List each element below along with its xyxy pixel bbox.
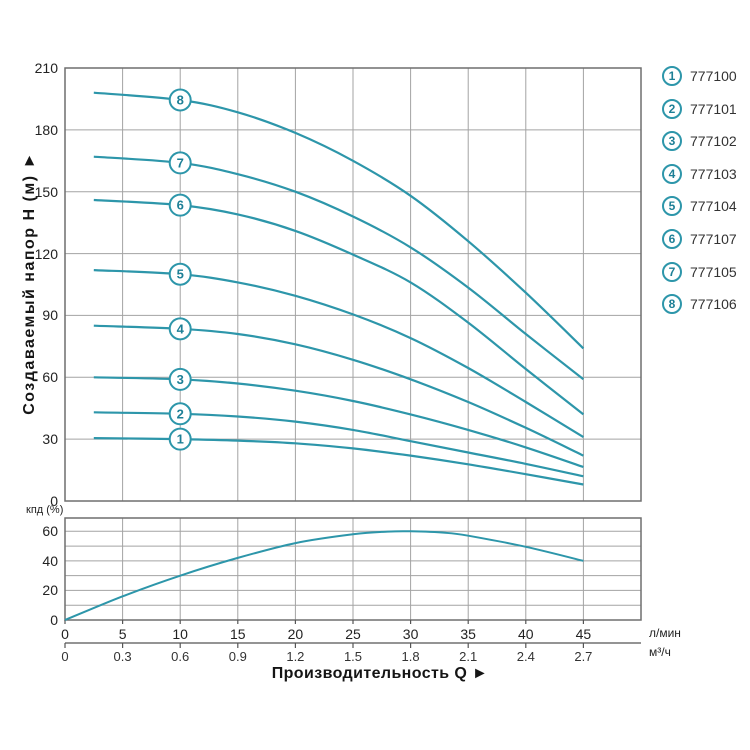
curve-label-number-5: 5 bbox=[177, 267, 184, 282]
main-y-tick-180: 180 bbox=[34, 121, 58, 138]
main-y-tick-150: 150 bbox=[34, 183, 58, 200]
legend-model-label: 777103 bbox=[690, 165, 737, 182]
curve-label-circle-5 bbox=[168, 262, 192, 286]
x-tick-lmin-10: 10 bbox=[172, 626, 188, 642]
x-tick-m3h-2.4: 2.4 bbox=[516, 649, 535, 664]
head-curves bbox=[93, 91, 585, 486]
efficiency-grid bbox=[65, 518, 641, 620]
eff-y-tick-60: 60 bbox=[42, 523, 58, 540]
x-tick-m3h-0.3: 0.3 bbox=[113, 649, 132, 664]
x-tick-lmin-15: 15 bbox=[230, 626, 246, 642]
x-tick-lmin-45: 45 bbox=[575, 626, 592, 642]
x-tick-lmin-0: 0 bbox=[61, 626, 69, 642]
curve-777103 bbox=[93, 324, 584, 457]
legend-model-label: 777105 bbox=[690, 263, 737, 280]
curve-label-number-4: 4 bbox=[177, 321, 185, 336]
curve-777101 bbox=[93, 411, 584, 478]
main-y-tick-30: 30 bbox=[42, 431, 58, 448]
curve-label-number-2: 2 bbox=[177, 406, 184, 421]
x-tick-lmin-30: 30 bbox=[402, 626, 419, 642]
x-tick-lmin-35: 35 bbox=[460, 626, 476, 642]
curve-label-circle-6 bbox=[168, 193, 192, 217]
legend-number-icon: 8 bbox=[662, 294, 682, 315]
legend-model-label: 777100 bbox=[690, 68, 737, 84]
curve-777102 bbox=[93, 376, 584, 469]
legend-number-icon: 5 bbox=[662, 196, 682, 217]
x-tick-m3h-0.9: 0.9 bbox=[228, 649, 247, 664]
efficiency-curve bbox=[64, 530, 584, 621]
legend-item-777101: 2 777101 bbox=[662, 98, 737, 119]
curve-label-number-3: 3 bbox=[177, 372, 184, 387]
unit-l-min-label: л/мин bbox=[649, 626, 681, 640]
legend-model-label: 777106 bbox=[690, 296, 737, 313]
curve-label-circle-8 bbox=[168, 88, 192, 112]
legend-number-icon: 6 bbox=[662, 229, 682, 249]
curve-label-circle-3 bbox=[168, 367, 192, 391]
curve-label-number-8: 8 bbox=[177, 92, 184, 107]
main-y-tick-60: 60 bbox=[42, 369, 58, 386]
curve-label-number-7: 7 bbox=[177, 155, 184, 170]
x-tick-m3h-2.1: 2.1 bbox=[459, 649, 478, 664]
legend-item-777105: 7 777105 bbox=[662, 261, 737, 282]
main-y-tick-0: 0 bbox=[50, 493, 58, 509]
curve-label-circle-7 bbox=[168, 151, 192, 175]
main-plot-border bbox=[64, 67, 642, 502]
x-tick-lmin-40: 40 bbox=[518, 626, 534, 642]
curve-label-number-6: 6 bbox=[177, 198, 184, 213]
curve-777106 bbox=[93, 91, 585, 350]
x-tick-m3h-1.8: 1.8 bbox=[401, 649, 420, 664]
curve-label-circle-1 bbox=[168, 427, 192, 451]
x-tick-m3h-0.6: 0.6 bbox=[171, 649, 190, 664]
x-tick-m3h-0: 0 bbox=[61, 649, 69, 664]
x-tick-lmin-20: 20 bbox=[287, 626, 304, 642]
eff-y-tick-40: 40 bbox=[42, 552, 58, 569]
legend-item-777102: 3 777102 bbox=[662, 131, 737, 152]
x-axis-title: Производительность Q ► bbox=[271, 665, 489, 682]
legend-number-icon: 3 bbox=[662, 131, 682, 152]
curve-777105 bbox=[93, 155, 585, 381]
main-y-tick-90: 90 bbox=[42, 307, 58, 324]
curve-777107 bbox=[93, 198, 585, 416]
x-tick-lmin-25: 25 bbox=[345, 626, 361, 642]
legend-number-icon: 2 bbox=[662, 98, 682, 119]
main-y-tick-210: 210 bbox=[34, 60, 58, 76]
legend-item-777104: 5 777104 bbox=[662, 196, 737, 217]
curve-label-circle-2 bbox=[168, 402, 192, 426]
legend-number-icon: 4 bbox=[662, 163, 682, 184]
x-tick-m3h-2.7: 2.7 bbox=[574, 649, 593, 664]
x-tick-m3h-1.2: 1.2 bbox=[286, 649, 305, 664]
unit-m3-h-label: м³/ч bbox=[649, 645, 671, 659]
secondary-x-axis bbox=[64, 620, 641, 648]
legend-item-777106: 8 777106 bbox=[662, 294, 737, 315]
legend-model-label: 777102 bbox=[690, 133, 737, 150]
legend-number-icon: 1 bbox=[662, 66, 682, 86]
eff-y-tick-0: 0 bbox=[50, 612, 58, 628]
legend-item-777107: 6 777107 bbox=[662, 229, 737, 249]
legend-model-label: 777104 bbox=[690, 198, 737, 215]
efficiency-axis-label: кпд (%) bbox=[26, 504, 64, 516]
curve-number-labels: 1 2 3 4 5 6 7 8 bbox=[168, 88, 192, 451]
main-grid bbox=[65, 68, 641, 501]
x-tick-lmin-5: 5 bbox=[118, 626, 127, 642]
curve-label-number-1: 1 bbox=[177, 432, 184, 447]
legend-item-777103: 4 777103 bbox=[662, 163, 737, 184]
eff-y-tick-20: 20 bbox=[42, 582, 58, 599]
x-tick-m3h-1.5: 1.5 bbox=[343, 649, 363, 664]
legend-number-icon: 7 bbox=[662, 261, 682, 282]
legend-model-label: 777107 bbox=[690, 231, 737, 247]
main-y-tick-120: 120 bbox=[34, 245, 58, 262]
legend-model-label: 777101 bbox=[690, 100, 737, 117]
curve-label-circle-4 bbox=[168, 317, 192, 341]
curve-777104 bbox=[93, 269, 584, 439]
legend-item-777100: 1 777100 bbox=[662, 66, 737, 86]
